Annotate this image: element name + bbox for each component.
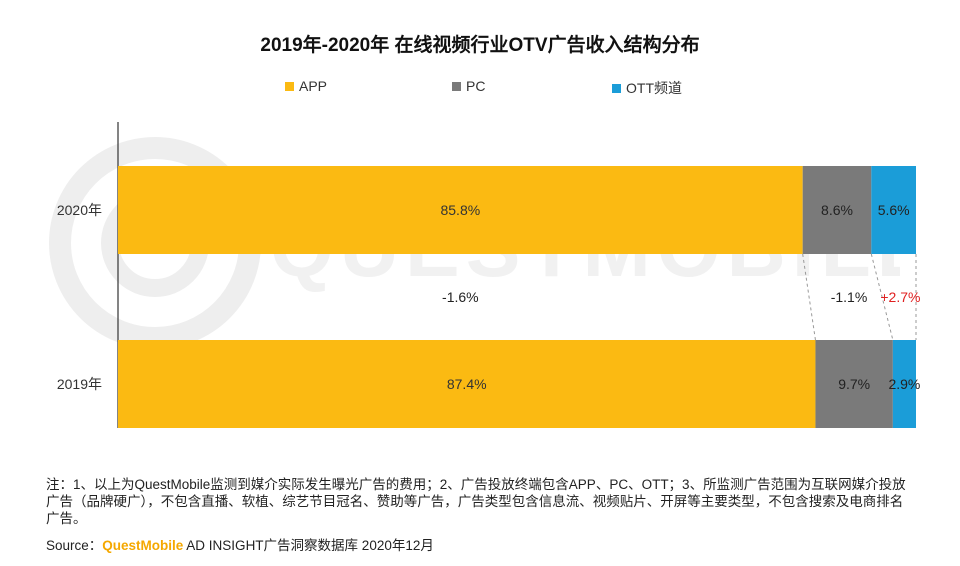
bar-app-0 xyxy=(118,166,803,254)
legend-swatch-pc xyxy=(452,81,461,91)
bar-app-1 xyxy=(118,340,816,428)
legend-swatch-app xyxy=(285,81,294,91)
connector-line-1 xyxy=(870,253,894,341)
chart-title: 2019年-2020年 在线视频行业OTV广告收入结构分布 xyxy=(260,35,700,56)
category-label-1: 2019年 xyxy=(57,376,102,392)
legend-item-pc: PC xyxy=(452,78,485,94)
data-label-app-1: 87.4% xyxy=(447,376,487,392)
connector-lines xyxy=(802,253,917,341)
source-line: Source：QuestMobile AD INSIGHT广告洞察数据库 202… xyxy=(46,534,434,554)
bar-labels-group: 85.8% 8.6% 5.6% 87.4% 9.7% 2.9% xyxy=(440,202,920,392)
legend-label-ott: OTT频道 xyxy=(626,80,682,96)
bar-ott-1 xyxy=(892,340,916,428)
footnote: 注：1、以上为QuestMobile监测到媒介实际发生曝光广告的费用；2、广告投… xyxy=(46,477,906,526)
source-brand: QuestMobile xyxy=(102,538,184,553)
chart-legend: APP PC OTT频道 xyxy=(0,78,960,98)
data-label-pc-1: 9.7% xyxy=(838,376,870,392)
data-label-ott-1: 2.9% xyxy=(888,376,920,392)
change-label-pc: -1.1% xyxy=(831,289,868,305)
bars-group xyxy=(118,166,916,428)
bar-pc-1 xyxy=(815,340,893,428)
source-prefix: Source： xyxy=(46,538,103,553)
connector-line-0 xyxy=(802,253,816,341)
category-label-0: 2020年 xyxy=(57,202,102,218)
source-suffix: AD INSIGHT广告洞察数据库 2020年12月 xyxy=(183,538,434,553)
legend-swatch-ott xyxy=(612,83,621,93)
change-labels-group: -1.6% -1.1% +2.7% xyxy=(442,289,920,305)
legend-label-app: APP xyxy=(299,78,328,94)
data-label-pc-0: 8.6% xyxy=(821,202,853,218)
category-labels-group: 2020年 2019年 xyxy=(57,202,102,392)
bar-pc-0 xyxy=(802,166,872,254)
data-label-app-0: 85.8% xyxy=(440,202,480,218)
legend-label-pc: PC xyxy=(466,78,486,94)
legend-item-ott: OTT频道 xyxy=(612,78,682,98)
change-label-ott: +2.7% xyxy=(880,289,920,305)
data-label-ott-0: 5.6% xyxy=(878,202,910,218)
legend-item-app: APP xyxy=(285,78,327,94)
change-label-app: -1.6% xyxy=(442,289,479,305)
bar-ott-0 xyxy=(871,166,916,254)
